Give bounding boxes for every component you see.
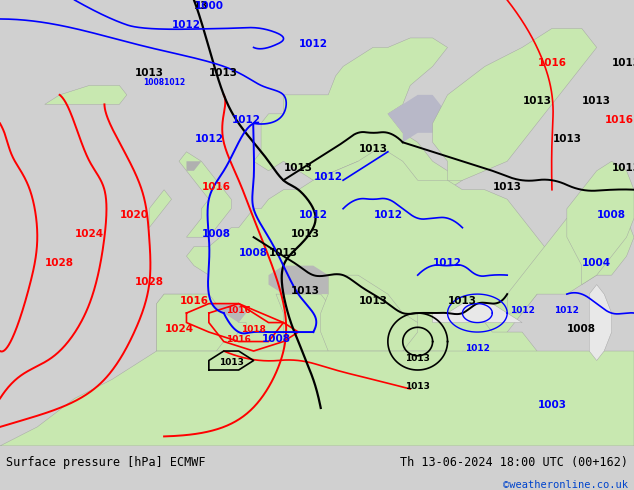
Text: 1008: 1008 [239, 248, 268, 258]
Text: 1013: 1013 [219, 358, 243, 368]
Text: 1012: 1012 [314, 172, 343, 182]
Polygon shape [388, 95, 448, 142]
Text: 1016: 1016 [179, 295, 209, 306]
Text: 13: 13 [194, 1, 209, 11]
Text: 1012: 1012 [555, 306, 579, 315]
Polygon shape [157, 294, 246, 351]
Text: 1012: 1012 [510, 306, 534, 315]
Text: 1013: 1013 [358, 144, 387, 154]
Text: 1012: 1012 [231, 115, 261, 125]
Text: 1020: 1020 [120, 210, 149, 220]
Text: Th 13-06-2024 18:00 UTC (00+162): Th 13-06-2024 18:00 UTC (00+162) [399, 456, 628, 469]
Text: 1013: 1013 [552, 134, 581, 145]
Text: 1008: 1008 [261, 334, 290, 343]
Text: 1012: 1012 [373, 210, 403, 220]
Text: 1013: 1013 [291, 229, 320, 239]
Polygon shape [432, 28, 597, 180]
Text: 1003: 1003 [538, 400, 566, 410]
Text: 1013: 1013 [405, 353, 430, 363]
Text: 1013: 1013 [284, 163, 313, 173]
Text: 1012: 1012 [172, 21, 201, 30]
Text: 1012: 1012 [195, 134, 223, 145]
Text: 1013: 1013 [582, 97, 611, 106]
Polygon shape [567, 161, 634, 285]
Text: 1013: 1013 [405, 382, 430, 391]
Polygon shape [45, 85, 127, 104]
Text: 1008: 1008 [597, 210, 626, 220]
Text: ©weatheronline.co.uk: ©weatheronline.co.uk [503, 480, 628, 490]
Text: 1013: 1013 [358, 295, 387, 306]
Text: 1012: 1012 [299, 210, 328, 220]
Text: 1004: 1004 [582, 258, 611, 268]
Polygon shape [403, 313, 537, 361]
Text: 1013: 1013 [209, 68, 238, 78]
Text: 1016: 1016 [538, 58, 566, 69]
Text: 1013: 1013 [612, 163, 634, 173]
Text: 1000: 1000 [195, 1, 223, 11]
Text: 1016: 1016 [226, 306, 251, 315]
Polygon shape [186, 161, 202, 171]
Polygon shape [209, 304, 246, 322]
Text: Surface pressure [hPa] ECMWF: Surface pressure [hPa] ECMWF [6, 456, 206, 469]
Polygon shape [269, 266, 328, 294]
Polygon shape [432, 304, 522, 322]
Text: 1013: 1013 [134, 68, 164, 78]
Polygon shape [179, 152, 231, 237]
Text: 1013: 1013 [291, 286, 320, 296]
Polygon shape [0, 351, 634, 446]
Text: 1024: 1024 [164, 324, 193, 334]
Text: 1016: 1016 [226, 335, 251, 343]
Polygon shape [321, 275, 462, 351]
Text: 1012: 1012 [299, 39, 328, 49]
Polygon shape [254, 38, 462, 190]
Text: 1013: 1013 [522, 97, 552, 106]
Text: 1008: 1008 [202, 229, 231, 239]
Text: 1016: 1016 [605, 115, 633, 125]
Text: 1028: 1028 [45, 258, 74, 268]
Polygon shape [157, 152, 559, 361]
Text: 1016: 1016 [202, 182, 231, 192]
Text: 10081012: 10081012 [143, 78, 185, 87]
Polygon shape [507, 199, 634, 313]
Text: 1018: 1018 [241, 325, 266, 334]
Polygon shape [589, 285, 612, 361]
Text: 1013: 1013 [269, 248, 298, 258]
Text: 1012: 1012 [433, 258, 462, 268]
Text: 1028: 1028 [134, 277, 164, 287]
Text: 1013: 1013 [612, 58, 634, 69]
Text: 1008: 1008 [567, 324, 597, 334]
Polygon shape [276, 294, 343, 361]
Text: 1013: 1013 [493, 182, 522, 192]
Text: 1013: 1013 [448, 295, 477, 306]
Polygon shape [149, 190, 172, 228]
Text: 1012: 1012 [465, 344, 490, 353]
Text: 1024: 1024 [75, 229, 104, 239]
